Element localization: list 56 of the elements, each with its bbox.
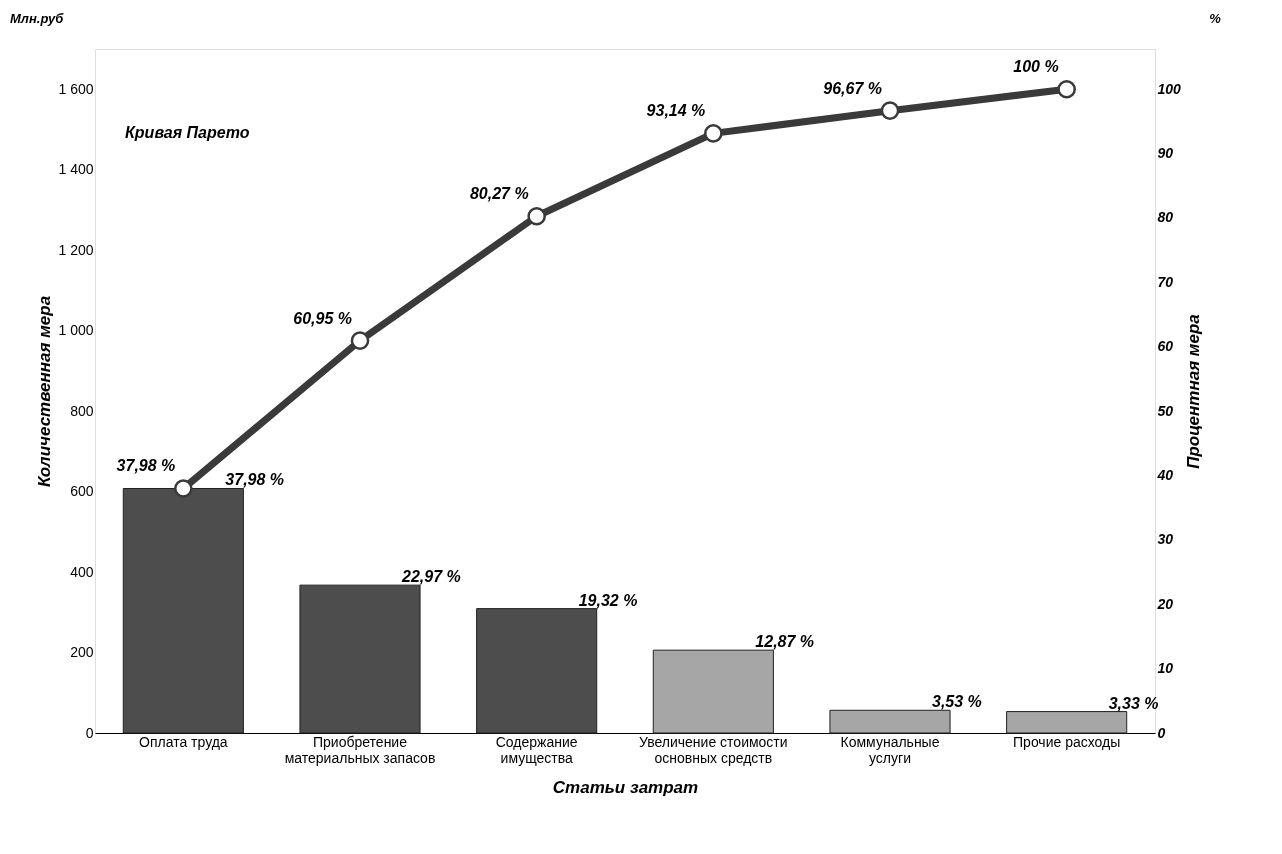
y2-tick-label: 70 [1157,273,1174,290]
bar [829,709,951,734]
bar [299,584,421,734]
y2-tick-label: 60 [1157,338,1174,355]
data-label: 60,95 % [293,309,352,327]
y-tick-label: 1 600 [58,80,94,97]
y2-tick-label: 80 [1157,209,1174,226]
y-tick-label: 1 000 [58,322,94,339]
point [174,479,193,498]
x-tick-label: Приобретение материальных запасов [284,733,436,766]
text: % [1209,11,1222,26]
data-label: 80,27 % [469,185,529,203]
y2-tick-label: 100 [1157,80,1182,97]
point [704,124,723,143]
y2-axis-title: Процентная мера [1183,314,1203,469]
data-label: 37,98 % [116,457,176,475]
x-tick-label: Прочие расходы [1013,733,1121,750]
bar [652,649,774,734]
y2-tick-label: 20 [1156,595,1174,612]
x-axis-title: Статьи затрат [552,777,699,797]
y-tick-label: 1 200 [58,241,94,258]
annotation: Кривая Парето [125,124,250,141]
data-label: 93,14 % [646,102,706,120]
point [527,206,546,226]
y2-tick-label: 40 [1156,466,1174,483]
y2-tick-label: 10 [1157,660,1174,677]
data-label: 100 % [1013,58,1059,76]
x-tick-label: Оплата труда [139,733,228,750]
data-label: 3,53 % [932,693,982,711]
y-tick-label: 600 [70,483,94,500]
y-tick-label: 0 [85,724,94,741]
y-tick-label: 200 [70,644,94,661]
data-label: 3,33 % [1108,694,1159,712]
data-label: 22,97 % [401,568,461,586]
data-label: 96,67 % [823,79,882,97]
y2-tick-label: 0 [1157,724,1166,741]
data-label: 37,98 % [225,471,285,489]
x-tick-label: Коммунальные услуги [840,733,940,766]
text: Млн.руб [10,11,65,26]
y2-tick-label: 30 [1157,531,1174,548]
x-tick-label: Содержание имущества [495,733,578,766]
y-tick-label: 800 [70,402,94,419]
bar [476,608,598,734]
point [1057,79,1076,99]
y-tick-label: 1 400 [58,161,94,178]
x-tick-label: Увеличение стоимости основных средств [639,733,788,766]
bar [122,488,244,734]
y-tick-label: 400 [70,563,94,580]
data-label: 12,87 % [755,633,815,651]
y2-tick-label: 90 [1157,145,1174,162]
y-axis-title: Количественная мера [35,295,55,488]
data-label: 19,32 % [578,591,638,609]
y2-tick-label: 50 [1157,402,1174,419]
point [880,101,900,120]
bar [1006,711,1128,734]
point [350,331,370,350]
